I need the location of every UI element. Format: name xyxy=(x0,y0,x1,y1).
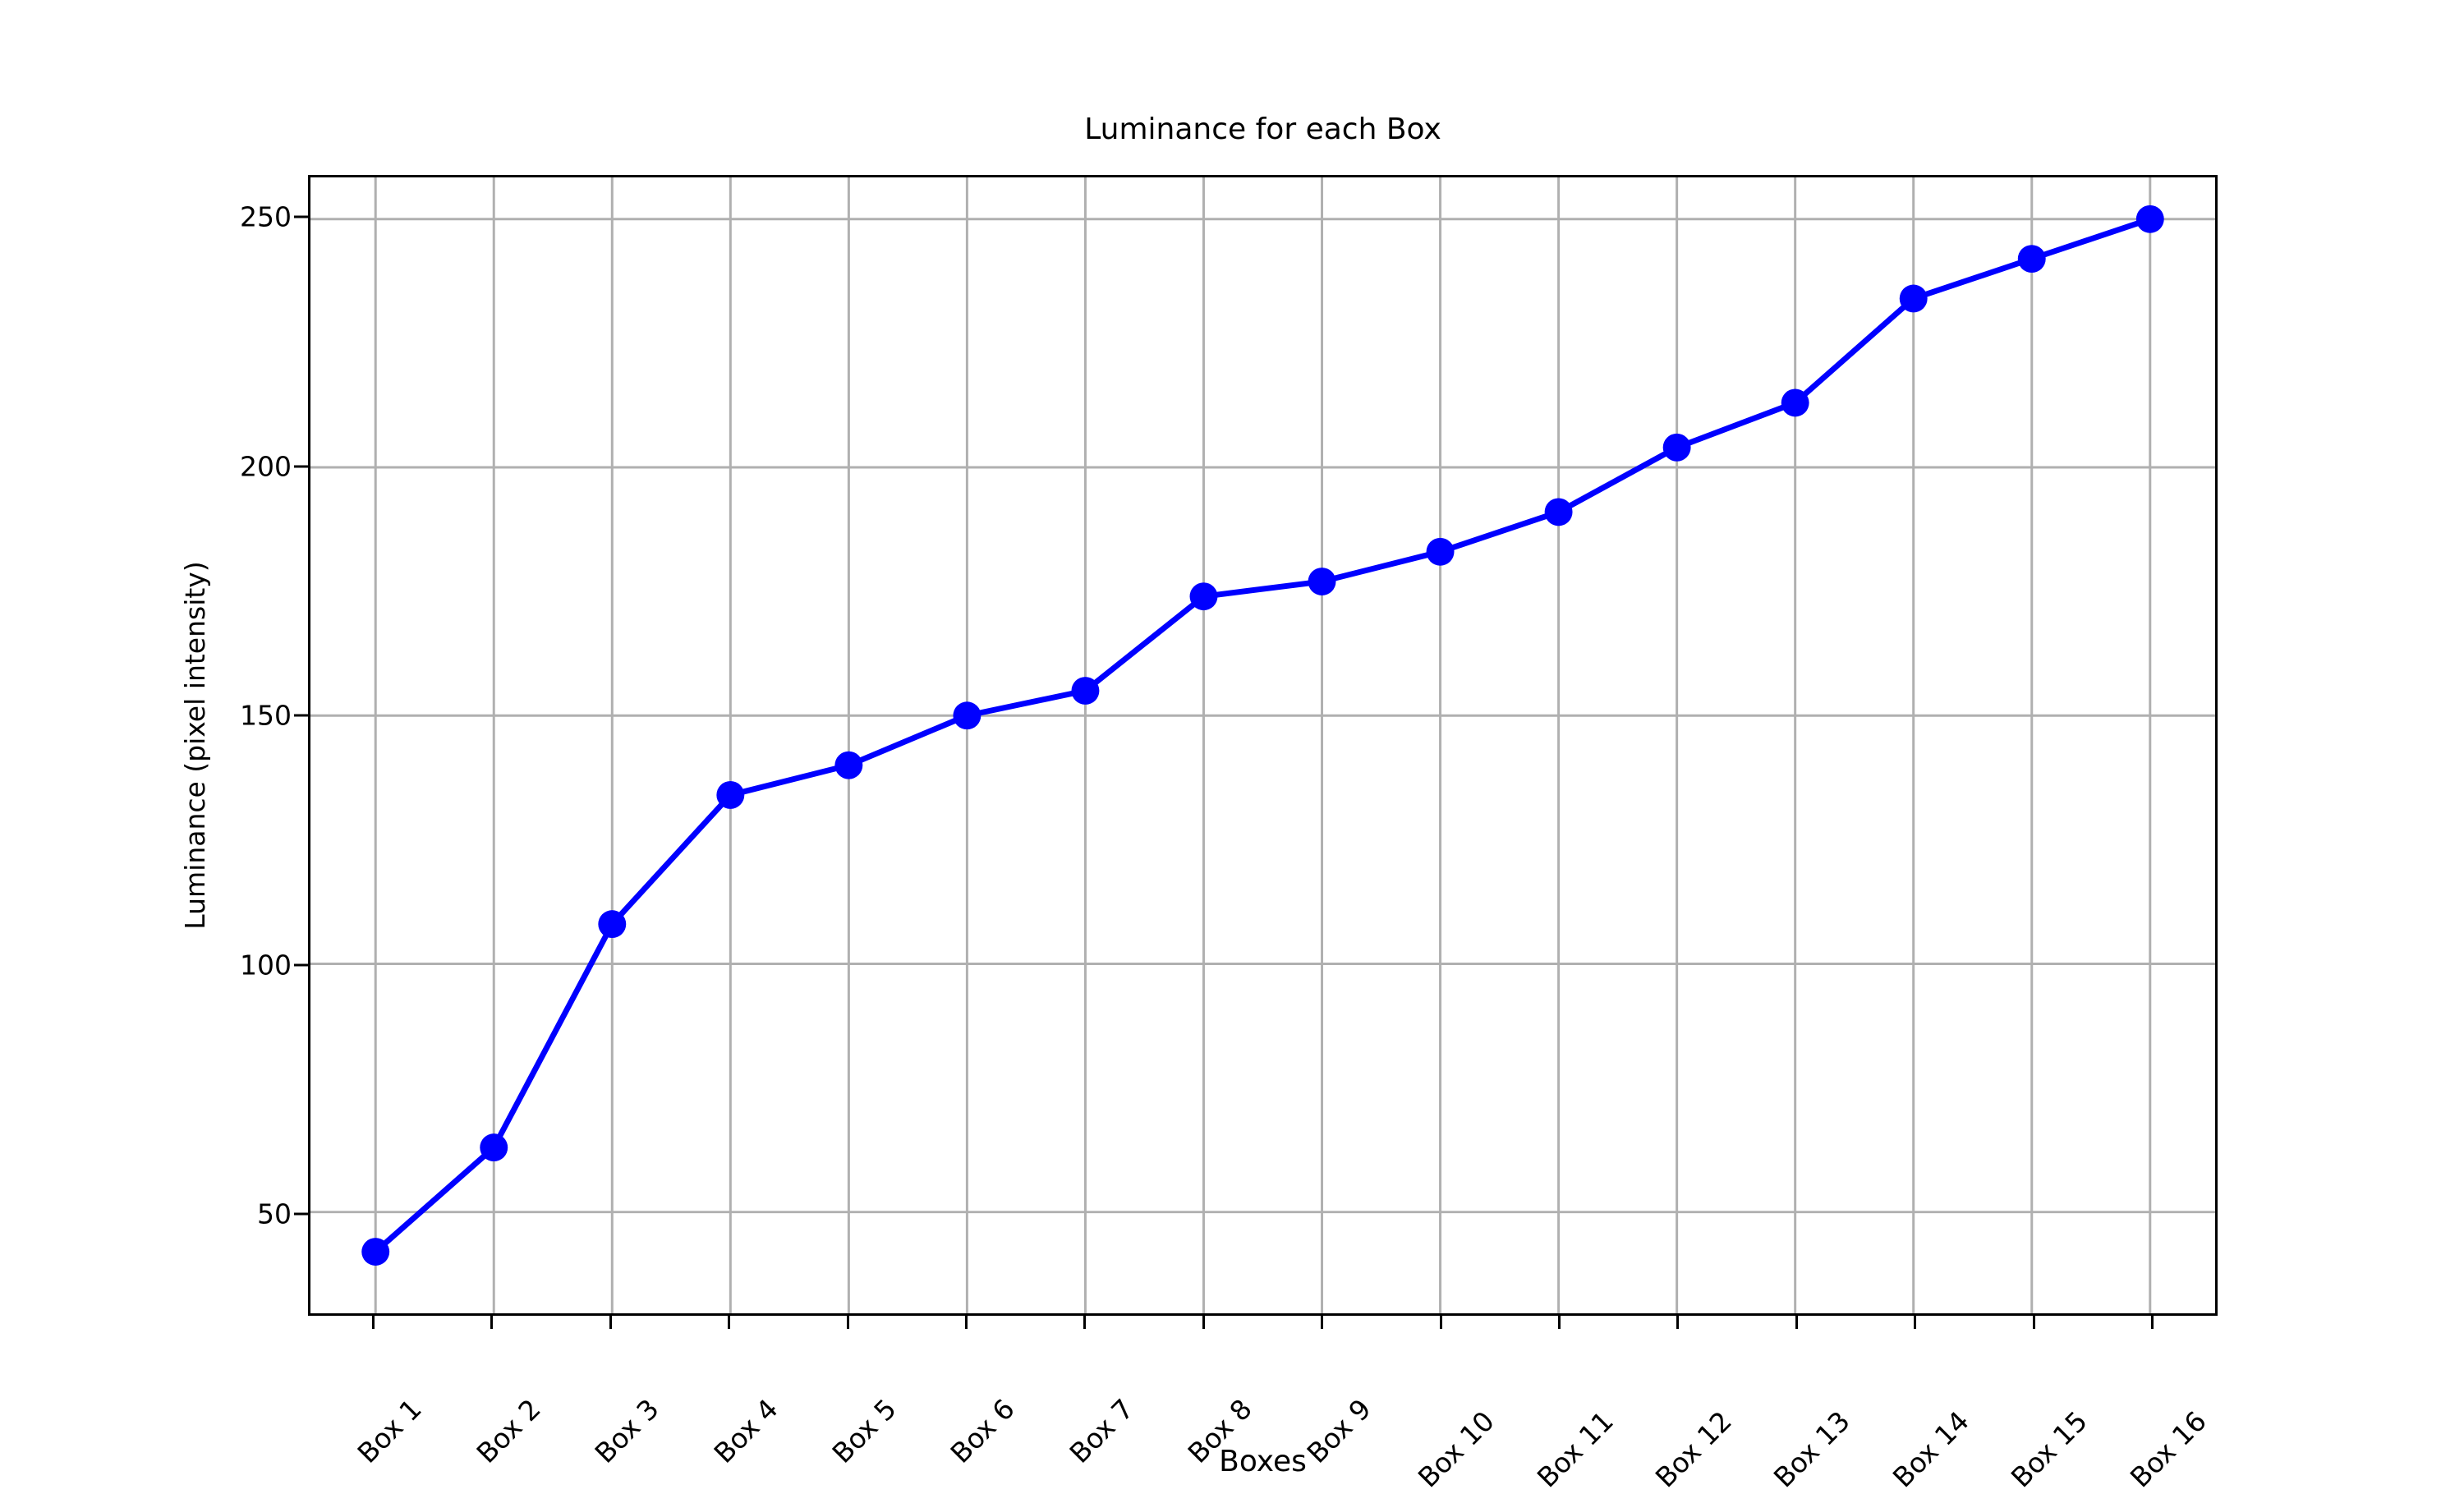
data-point-marker xyxy=(1426,537,1455,566)
x-tick-mark xyxy=(490,1314,494,1329)
y-tick-mark xyxy=(294,215,309,218)
data-point-marker xyxy=(598,910,627,939)
x-tick-label: Box 10 xyxy=(1412,1339,1566,1493)
data-point-marker xyxy=(1189,582,1218,611)
data-point-marker xyxy=(716,781,745,809)
x-tick-mark xyxy=(2032,1314,2035,1329)
x-tick-mark xyxy=(964,1314,968,1329)
x-tick-label: Box 3 xyxy=(589,1339,719,1469)
data-point-marker xyxy=(1308,568,1336,595)
x-tick-label: Box 8 xyxy=(1182,1339,1312,1469)
x-tick-label: Box 15 xyxy=(2005,1339,2159,1493)
x-tick-mark xyxy=(1676,1314,1680,1329)
x-tick-mark xyxy=(728,1314,731,1329)
data-point-marker xyxy=(1544,498,1573,526)
x-tick-mark xyxy=(1321,1314,1324,1329)
y-tick-mark xyxy=(294,714,309,717)
chart-title: Luminance for each Box xyxy=(1084,113,1441,146)
data-point-marker xyxy=(1899,284,1928,313)
x-tick-mark xyxy=(846,1314,849,1329)
data-point-marker xyxy=(361,1238,390,1266)
plot-area xyxy=(308,175,2218,1316)
x-tick-label: Box 2 xyxy=(470,1339,600,1469)
y-tick-mark xyxy=(294,1212,309,1216)
x-tick-mark xyxy=(1083,1314,1087,1329)
x-tick-label: Box 13 xyxy=(1768,1339,1923,1493)
x-tick-mark xyxy=(609,1314,612,1329)
x-tick-label: Box 7 xyxy=(1063,1339,1193,1469)
x-axis-title: Boxes xyxy=(1219,1445,1307,1478)
y-tick-label: 100 xyxy=(240,949,292,981)
data-point-marker xyxy=(480,1133,508,1162)
y-tick-label: 50 xyxy=(257,1197,292,1230)
x-tick-label: Box 4 xyxy=(707,1339,838,1469)
series-plot xyxy=(310,177,2215,1313)
y-tick-mark xyxy=(294,465,309,468)
x-tick-label: Box 5 xyxy=(826,1339,956,1469)
x-tick-label: Box 14 xyxy=(1887,1339,2041,1493)
y-tick-mark xyxy=(294,963,309,967)
x-tick-label: Box 11 xyxy=(1530,1339,1685,1493)
y-axis-title: Luminance (pixel intensity) xyxy=(179,561,211,930)
x-tick-label: Box 16 xyxy=(2123,1339,2278,1493)
data-point-marker xyxy=(2135,205,2164,233)
y-tick-label: 150 xyxy=(240,699,292,732)
data-point-marker xyxy=(834,751,863,779)
data-point-marker xyxy=(1071,677,1100,705)
data-point-marker xyxy=(2017,245,2046,274)
x-tick-mark xyxy=(1202,1314,1205,1329)
x-tick-label: Box 1 xyxy=(352,1339,482,1469)
x-tick-mark xyxy=(1439,1314,1442,1329)
y-tick-label: 200 xyxy=(240,450,292,483)
data-line xyxy=(372,216,2154,1255)
x-tick-mark xyxy=(371,1314,375,1329)
x-tick-mark xyxy=(2151,1314,2154,1329)
x-tick-mark xyxy=(1914,1314,1917,1329)
y-tick-label: 250 xyxy=(240,200,292,233)
x-tick-mark xyxy=(1558,1314,1561,1329)
data-point-marker xyxy=(953,701,981,730)
x-tick-mark xyxy=(1795,1314,1798,1329)
x-tick-label: Box 6 xyxy=(945,1339,1075,1469)
x-tick-label: Box 12 xyxy=(1649,1339,1804,1493)
data-point-marker xyxy=(1662,433,1691,462)
x-tick-label: Box 9 xyxy=(1300,1339,1431,1469)
data-point-marker xyxy=(1781,388,1809,417)
